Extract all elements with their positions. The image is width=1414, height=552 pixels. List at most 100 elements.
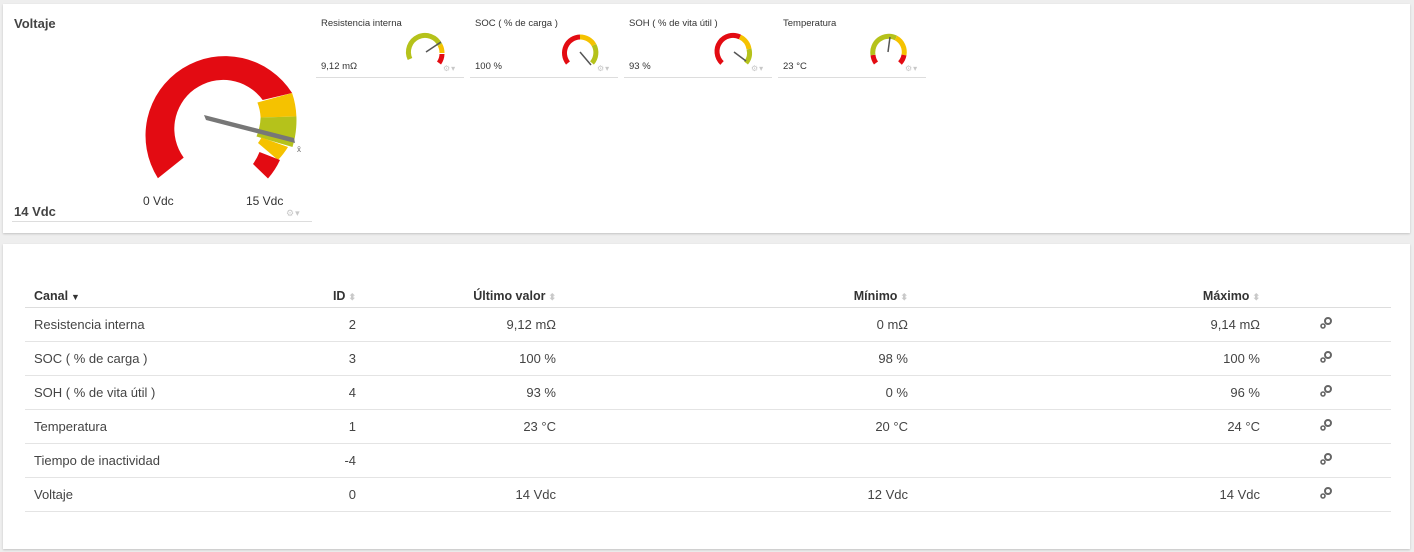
cell-last-value: 9,12 mΩ [356,307,556,342]
pin-icon[interactable]: ▾ [605,64,611,73]
mini-gauge-value: 100 % [475,61,502,72]
cell-id: 4 [234,375,356,410]
mini-gauge-tools: ⚙▾ [751,64,764,73]
cell-min: 12 Vdc [556,477,908,512]
pin-icon[interactable]: ▾ [295,208,301,218]
sort-desc-icon: ▼ [71,292,80,302]
settings-icon[interactable] [1319,453,1333,469]
column-header-min[interactable]: Mínimo ⬍ [556,285,908,308]
voltage-gauge-yellow-zone-low [258,137,288,160]
row-settings-cell [1260,341,1391,376]
cell-max: 24 °C [908,409,1260,444]
cell-channel: Voltaje [25,477,234,512]
cell-last-value [356,443,556,478]
table-row[interactable]: Tiempo de inactividad -4 [25,443,1391,478]
cell-min: 20 °C [556,409,908,444]
gear-icon[interactable]: ⚙ [597,64,606,73]
cell-max: 14 Vdc [908,477,1260,512]
voltage-gauge: x̄ [145,56,301,179]
cell-channel: SOC ( % de carga ) [25,341,234,376]
channels-table: Canal ▼ ID ⬍ Último valor ⬍ Mínimo ⬍ Máximo ⬍… [25,285,1391,512]
voltage-gauge-max-label: 15 Vdc [246,194,284,208]
voltage-gauge-title: Voltaje [14,16,56,31]
table-row[interactable]: SOH ( % de vita útil ) 4 93 % 0 % 96 % [25,375,1391,410]
cell-min: 98 % [556,341,908,376]
cell-max [908,443,1260,478]
cell-max: 100 % [908,341,1260,376]
pin-icon[interactable]: ▾ [759,64,765,73]
mini-gauge-value: 93 % [629,61,651,72]
cell-min [556,443,908,478]
voltage-gauge-min-label: 0 Vdc [143,194,174,208]
column-header-channel[interactable]: Canal ▼ [25,285,234,308]
mini-gauge-dial [405,32,445,65]
gauges-panel: Voltaje x̄ 0 Vdc 15 Vdc 14 Vdc ⚙▾ Resist… [3,4,1410,233]
table-row[interactable]: Temperatura 1 23 °C 20 °C 24 °C [25,409,1391,444]
settings-icon[interactable] [1319,317,1333,333]
cell-channel: Resistencia interna [25,307,234,342]
column-header-max[interactable]: Máximo ⬍ [908,285,1260,308]
table-row[interactable]: SOC ( % de carga ) 3 100 % 98 % 100 % [25,341,1391,376]
gear-icon[interactable]: ⚙ [751,64,760,73]
mini-gauge-tools: ⚙▾ [905,64,918,73]
mini-gauge-value: 23 °C [783,61,807,72]
cell-last-value: 93 % [356,375,556,410]
mini-gauge-tools: ⚙▾ [443,64,456,73]
column-header-last-value[interactable]: Último valor ⬍ [356,285,556,308]
row-settings-cell [1260,443,1391,478]
gear-icon[interactable]: ⚙ [286,208,296,218]
sort-icon: ⬍ [548,292,556,302]
settings-icon[interactable] [1319,351,1333,367]
pin-icon[interactable]: ▾ [451,64,457,73]
settings-icon[interactable] [1319,385,1333,401]
cell-channel: Temperatura [25,409,234,444]
cell-min: 0 mΩ [556,307,908,342]
cell-last-value: 23 °C [356,409,556,444]
mini-gauge-resistencia: Resistencia interna 9,12 mΩ ⚙▾ [316,14,464,78]
row-settings-cell [1260,307,1391,342]
cell-id: 0 [234,477,356,512]
settings-icon[interactable] [1319,419,1333,435]
mini-gauge-dial [562,34,599,66]
mini-gauge-title: SOC ( % de carga ) [475,18,558,29]
voltage-gauge-mean-marker: x̄ [297,145,301,154]
voltage-gauge-red-zone [145,56,293,179]
mini-gauge-dial [714,32,752,65]
pin-icon[interactable]: ▾ [913,64,919,73]
table-row[interactable]: Resistencia interna 2 9,12 mΩ 0 mΩ 9,14 mΩ [25,307,1391,342]
mini-gauge-value: 9,12 mΩ [321,61,358,72]
table-header-row: Canal ▼ ID ⬍ Último valor ⬍ Mínimo ⬍ Máximo ⬍ [25,285,1391,308]
row-settings-cell [1260,375,1391,410]
cell-channel: SOH ( % de vita útil ) [25,375,234,410]
mini-gauge-title: SOH ( % de vita útil ) [629,18,718,29]
mini-gauge-dial [870,33,907,65]
gear-icon[interactable]: ⚙ [905,64,914,73]
column-header-actions [1260,285,1391,308]
cell-channel: Tiempo de inactividad [25,443,234,478]
gear-icon[interactable]: ⚙ [443,64,452,73]
mini-gauge-temperatura: Temperatura 23 °C ⚙▾ [778,14,926,78]
cell-max: 9,14 mΩ [908,307,1260,342]
voltage-gauge-yellow-zone-high [257,93,297,118]
mini-gauge-title: Temperatura [783,18,837,29]
settings-icon[interactable] [1319,487,1333,503]
mini-gauge-tools: ⚙▾ [597,64,610,73]
column-header-id[interactable]: ID ⬍ [234,285,356,308]
sort-icon: ⬍ [1252,292,1260,302]
voltage-gauge-value: 14 Vdc [14,204,56,219]
divider [12,221,312,222]
row-settings-cell [1260,477,1391,512]
table-row[interactable]: Voltaje 0 14 Vdc 12 Vdc 14 Vdc [25,477,1391,512]
sort-icon: ⬍ [900,292,908,302]
voltage-gauge-red-zone-low [253,152,280,179]
cell-id: 2 [234,307,356,342]
cell-id: -4 [234,443,356,478]
mini-gauge-soh: SOH ( % de vita útil ) 93 % ⚙▾ [624,14,772,78]
voltage-gauge-tools: ⚙▾ [286,208,301,219]
row-settings-cell [1260,409,1391,444]
cell-last-value: 100 % [356,341,556,376]
cell-max: 96 % [908,375,1260,410]
voltage-gauge-needle [204,115,295,143]
mini-gauge-title: Resistencia interna [321,18,402,29]
channels-panel: Canal ▼ ID ⬍ Último valor ⬍ Mínimo ⬍ Máximo ⬍… [3,244,1410,549]
